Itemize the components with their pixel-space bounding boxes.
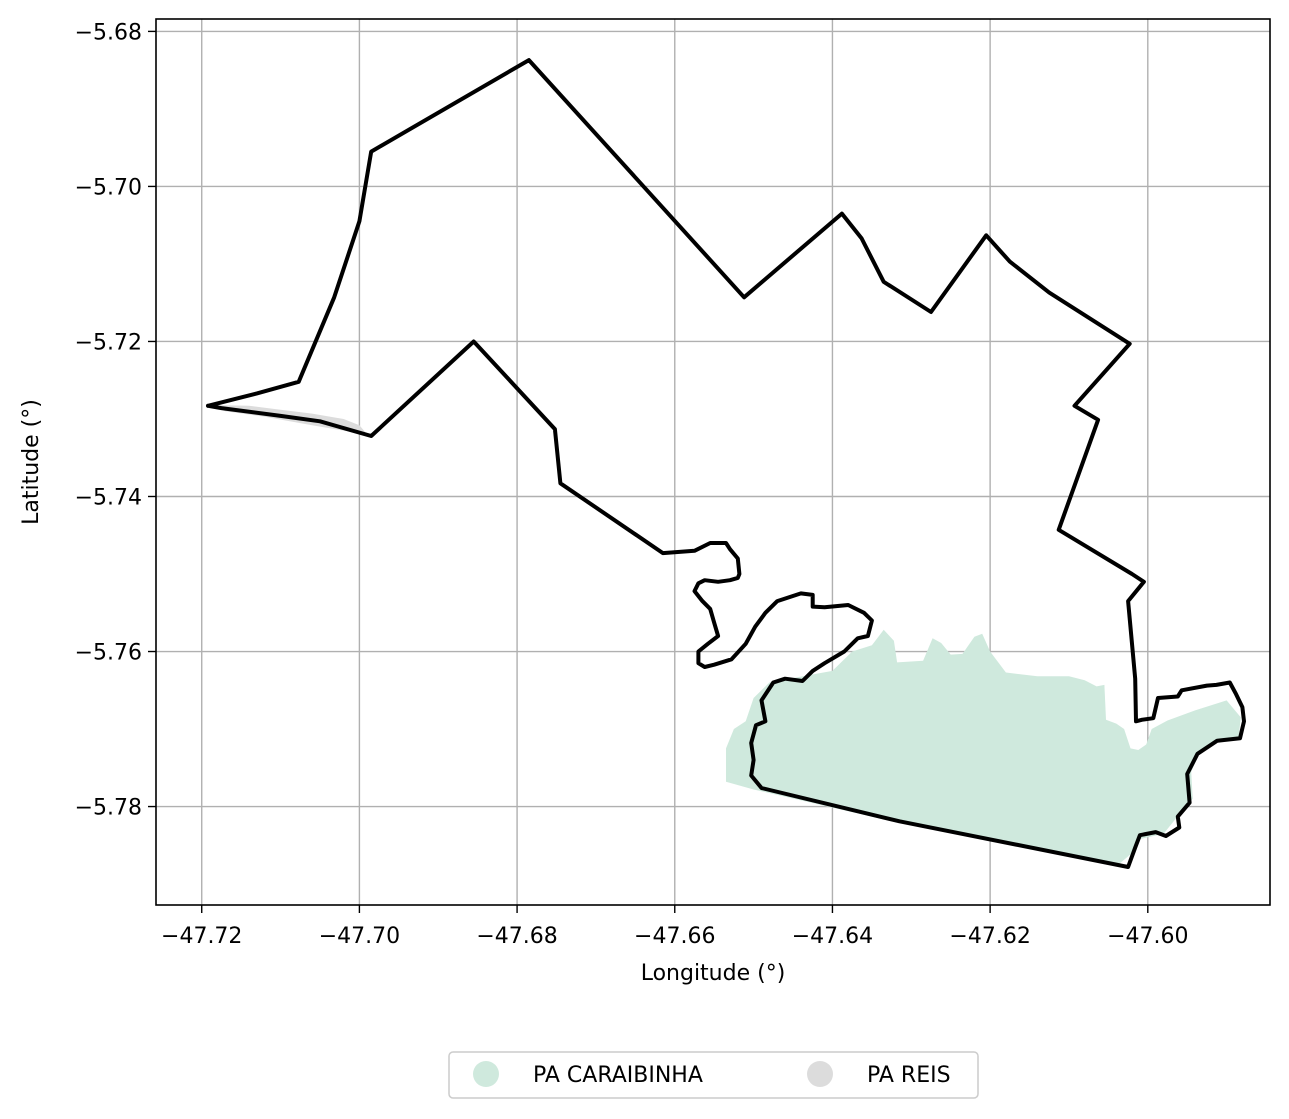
y-axis-ticks: −5.68 −5.70 −5.72 −5.74 −5.76 −5.78 xyxy=(75,20,156,821)
boundary-outlines xyxy=(206,58,1246,869)
y-axis-label: Latitude (°) xyxy=(19,399,44,525)
legend-marker-pa-caraibinha xyxy=(473,1061,499,1087)
x-tick-label: −47.66 xyxy=(634,924,715,949)
outline-outer-boundary xyxy=(206,58,1246,869)
y-tick-label: −5.72 xyxy=(75,330,142,355)
legend: PA CARAIBINHA PA REIS xyxy=(448,1051,979,1099)
y-tick-label: −5.68 xyxy=(75,20,142,45)
plot-frame xyxy=(155,18,1271,906)
x-axis-label: Longitude (°) xyxy=(641,961,786,986)
legend-frame xyxy=(448,1051,979,1099)
x-tick-label: −47.70 xyxy=(319,924,400,949)
x-axis-ticks: −47.72 −47.70 −47.68 −47.66 −47.64 −47.62 −47.… xyxy=(161,905,1189,949)
x-tick-label: −47.60 xyxy=(1107,924,1188,949)
x-tick-label: −47.62 xyxy=(949,924,1030,949)
legend-label-pa-reis: PA REIS xyxy=(867,1063,951,1088)
legend-label-pa-caraibinha: PA CARAIBINHA xyxy=(533,1063,703,1088)
x-tick-label: −47.72 xyxy=(161,924,242,949)
x-tick-label: −47.68 xyxy=(476,924,557,949)
y-tick-label: −5.76 xyxy=(75,641,142,666)
y-tick-label: −5.74 xyxy=(75,485,142,510)
legend-marker-pa-reis xyxy=(807,1061,833,1087)
y-tick-label: −5.70 xyxy=(75,175,142,200)
y-tick-label: −5.78 xyxy=(75,796,142,821)
x-tick-label: −47.64 xyxy=(792,924,873,949)
region-pa-caraibinha xyxy=(726,629,1241,867)
